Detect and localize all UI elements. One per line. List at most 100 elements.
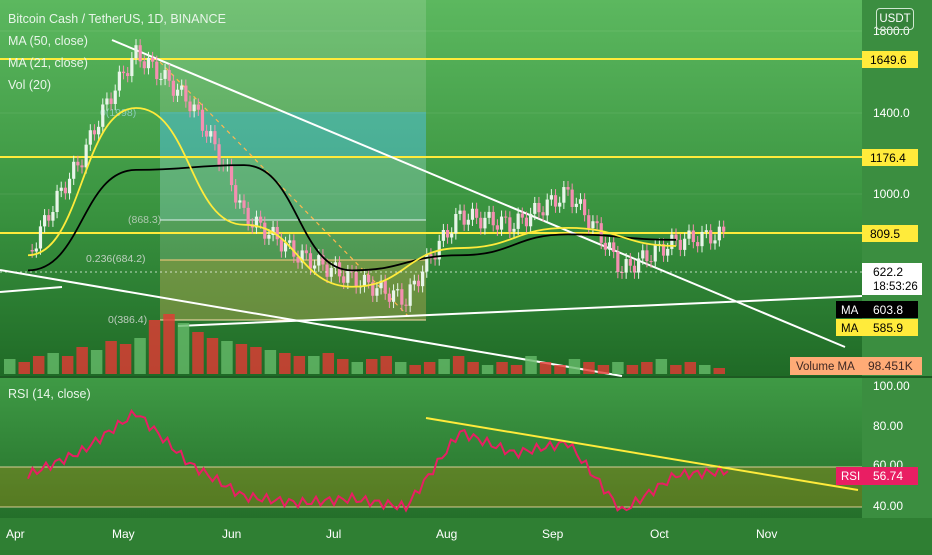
candle-body — [109, 98, 113, 104]
volume-ma-label: Volume MA — [796, 361, 855, 373]
candle-body — [549, 195, 553, 200]
volume-bar — [568, 359, 581, 374]
volume-legend[interactable]: Vol (20) — [8, 78, 52, 92]
candle-body — [59, 187, 63, 191]
volume-bar — [366, 359, 378, 374]
candle-body — [217, 144, 221, 165]
candle-body — [479, 217, 483, 229]
candle-body — [696, 242, 700, 247]
candle-body — [458, 210, 462, 214]
level-tag-1649-bg — [862, 51, 918, 68]
candle-body — [367, 274, 371, 283]
candle-body — [462, 210, 466, 225]
ma21-legend[interactable]: MA (21, close) — [8, 56, 88, 70]
rsi-trendline[interactable] — [425, 417, 859, 491]
candle-body — [396, 289, 400, 291]
candle-body — [666, 248, 670, 256]
level-tag-809-bg — [862, 225, 918, 242]
candle-body — [491, 211, 495, 226]
volume-bar — [61, 356, 74, 374]
symbol-title[interactable]: Bitcoin Cash / TetherUS, 1D, BINANCE — [8, 12, 226, 26]
candle-body — [130, 58, 134, 77]
ma50-legend[interactable]: MA (50, close) — [8, 34, 88, 48]
candle-body — [246, 207, 250, 225]
ma50-tag-label: MA — [841, 305, 859, 317]
candle-body — [553, 195, 558, 207]
candle-body — [499, 216, 504, 230]
candle-body — [495, 225, 499, 230]
fib-label-0236: 0.236(684.2) — [86, 253, 146, 265]
candle-body — [296, 256, 300, 263]
candle-body — [674, 234, 678, 240]
rsi-pane-bg — [0, 378, 862, 518]
candle-body — [487, 211, 491, 218]
candle-body — [587, 215, 591, 229]
candle-body — [508, 217, 512, 232]
rsi-legend-label[interactable]: RSI (14, close) — [8, 387, 91, 401]
candle-body — [641, 250, 645, 259]
candle-body — [254, 216, 259, 228]
rsi-tick-40: 40.00 — [873, 499, 903, 513]
candle-body — [412, 280, 416, 285]
countdown-tag: 18:53:26 — [873, 281, 918, 293]
candle-body — [146, 57, 151, 69]
fib-label-upper: (868.3) — [128, 214, 161, 226]
rsi-tag-value: 56.74 — [873, 469, 903, 483]
volume-bar — [134, 338, 146, 374]
currency-button[interactable]: USDT — [876, 8, 914, 30]
trendline-ascending-base[interactable] — [177, 295, 863, 327]
volume-bar — [279, 353, 291, 374]
volume-bar — [452, 356, 465, 374]
candle-body — [30, 249, 34, 252]
volume-ma-tag-bg — [790, 357, 922, 375]
candle-body — [375, 288, 379, 296]
candle-body — [267, 235, 271, 239]
candle-body — [321, 255, 325, 265]
candle-body — [354, 271, 358, 288]
candle-body — [683, 238, 687, 250]
candle-body — [425, 254, 429, 272]
volume-bar — [525, 356, 537, 374]
candle-body — [238, 200, 242, 203]
candle-body — [612, 242, 616, 252]
candle-body — [408, 284, 412, 306]
candle-body — [475, 208, 479, 218]
candle-body — [599, 223, 603, 243]
price-tick-1400: 1400.0 — [873, 106, 910, 120]
candle-body — [591, 221, 595, 229]
candle-body — [192, 104, 196, 112]
candle-body — [691, 230, 695, 243]
candle-body — [520, 213, 524, 218]
fib-zone-orange — [160, 260, 426, 320]
candle-body — [346, 271, 350, 283]
candle-body — [628, 259, 632, 266]
volume-bar — [163, 314, 175, 374]
volume-bar — [177, 323, 190, 374]
level-tag-809: 809.5 — [870, 227, 900, 241]
rsi-line[interactable] — [27, 408, 729, 513]
time-axis-bg — [0, 518, 932, 550]
price-tick-1800: 1800.0 — [873, 24, 910, 38]
ma21-tag-bg — [836, 319, 918, 336]
candle-body — [117, 71, 121, 91]
trendline-ascending-short[interactable] — [0, 286, 63, 293]
volume-bars — [4, 314, 725, 374]
candle-body — [38, 226, 43, 249]
candle-body — [55, 190, 59, 213]
candle-body — [421, 271, 425, 287]
candle-body — [134, 45, 138, 59]
time-tick-nov: Nov — [756, 527, 777, 541]
candle-body — [620, 272, 624, 274]
volume-bar — [380, 356, 392, 374]
ma21-line[interactable] — [27, 107, 677, 288]
trendline-descending-lower[interactable] — [0, 269, 623, 377]
volume-bar — [409, 365, 421, 374]
ma50-line[interactable] — [27, 164, 677, 272]
candle-body — [524, 217, 529, 227]
trendline-descending-upper[interactable] — [111, 39, 846, 348]
candle-body — [188, 101, 192, 112]
candle-body — [441, 229, 445, 241]
candle-body — [632, 265, 637, 273]
candle-body — [574, 203, 578, 207]
